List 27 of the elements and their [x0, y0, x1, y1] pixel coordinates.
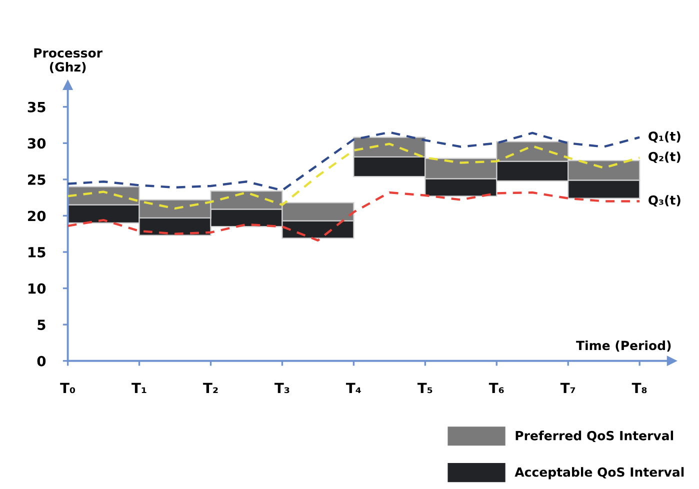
x-tick-label: T₆: [488, 382, 504, 394]
legend-label: Acceptable QoS Interval: [514, 467, 684, 480]
x-tick-label: T₀: [60, 382, 76, 394]
y-tick-label: 30: [28, 138, 46, 149]
line-series: [68, 142, 641, 210]
y-tick-label: 25: [28, 174, 46, 185]
y-tick-label: 35: [28, 102, 46, 112]
x-axis-title: Time (Period): [576, 340, 671, 352]
y-axis-title: Processor (Ghz): [34, 48, 102, 74]
x-tick-label: T₃: [274, 382, 290, 394]
y-tick-label: 10: [28, 283, 46, 294]
line-series: [68, 191, 641, 242]
x-tick-label: T₂: [203, 382, 218, 394]
x-tick-label: T₁: [132, 382, 146, 394]
y-tick-label: 20: [28, 210, 46, 222]
y-tick-label: 15: [28, 247, 46, 258]
x-tick-label: T₅: [417, 382, 432, 394]
series-label: Q₂(t): [648, 152, 680, 163]
line-series: [68, 131, 641, 192]
x-tick-label: T₈: [632, 382, 647, 394]
y-tick-label: 5: [38, 320, 46, 330]
y-tick-label: 0: [37, 356, 46, 366]
series-label: Q₁(t): [648, 131, 680, 143]
legend-label: Preferred QoS Interval: [516, 430, 674, 442]
x-tick-label: T₇: [560, 382, 576, 394]
x-tick-label: T₄: [346, 382, 361, 394]
series-label: Q₃(t): [648, 195, 680, 206]
